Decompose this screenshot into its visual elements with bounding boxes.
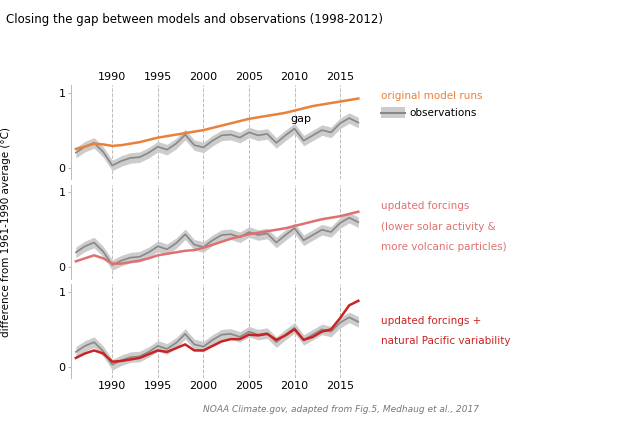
Text: updated forcings: updated forcings <box>381 201 470 211</box>
Text: Closing the gap between models and observations (1998-2012): Closing the gap between models and obser… <box>6 13 383 26</box>
Text: observations: observations <box>409 108 477 118</box>
Text: updated forcings +: updated forcings + <box>381 316 482 326</box>
Text: more volcanic particles): more volcanic particles) <box>381 242 507 252</box>
Text: natural Pacific variability: natural Pacific variability <box>381 336 511 346</box>
Text: original model runs: original model runs <box>381 91 483 101</box>
Text: gap: gap <box>290 114 311 124</box>
Text: NOAA Climate.gov, adapted from Fig.5, Medhaug et al., 2017: NOAA Climate.gov, adapted from Fig.5, Me… <box>203 405 479 414</box>
Text: (lower solar activity &: (lower solar activity & <box>381 221 496 232</box>
Text: difference from 1961-1990 average (°C): difference from 1961-1990 average (°C) <box>1 127 11 337</box>
